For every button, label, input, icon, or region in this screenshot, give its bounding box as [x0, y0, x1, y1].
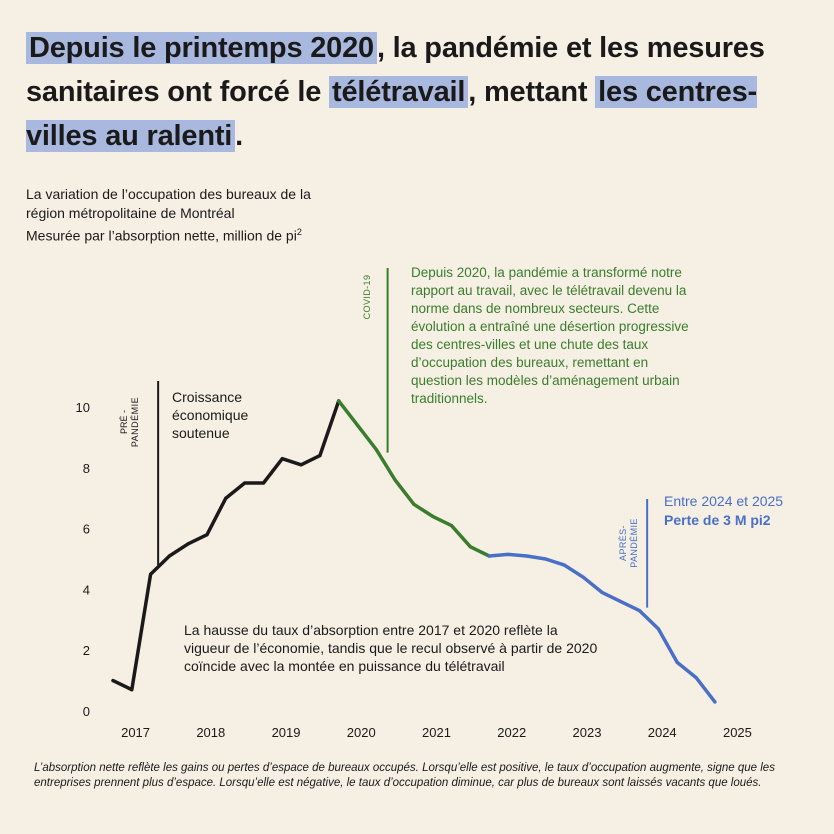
pre-marker-label-2: PANDÉMIE	[130, 397, 140, 447]
data-point	[656, 627, 661, 631]
y-tick-label: 8	[83, 461, 90, 476]
covid-text-2: rapport au travail, avec le télétravail …	[411, 283, 687, 298]
data-point	[299, 463, 303, 467]
data-point	[431, 514, 435, 519]
data-point	[130, 688, 134, 692]
data-point	[468, 545, 472, 549]
headline-highlight-2: télétravail	[329, 76, 469, 108]
headline-text-2: , la pandémie et les mesures sanitaires …	[26, 32, 765, 108]
data-point	[600, 590, 604, 595]
x-tick-label: 2020	[347, 725, 376, 740]
pre-text-1: Croissance	[172, 389, 242, 405]
x-tick-label: 2022	[497, 725, 526, 740]
covid-marker-label: COVID-19	[362, 275, 372, 320]
pre-text-2: économique	[172, 407, 248, 423]
subtitle-line-3: Mesurée par l’absorption nette, million …	[26, 223, 386, 246]
data-point	[280, 457, 284, 461]
data-point	[638, 609, 642, 613]
data-point	[243, 481, 247, 485]
data-point	[337, 399, 341, 403]
subtitle-line-2: région métropolitaine de Montréal	[26, 205, 235, 221]
data-point	[393, 478, 397, 482]
subtitle-line-1: La variation de l’occupation des bureaux…	[26, 186, 311, 202]
data-point	[186, 542, 190, 546]
x-tick-label: 2021	[422, 725, 451, 740]
data-point	[412, 502, 416, 506]
series-line-2	[336, 399, 491, 558]
covid-text-6: d’occupation des bureaux, remettant en	[411, 355, 648, 370]
x-tick-label: 2018	[196, 725, 225, 740]
data-point	[167, 554, 171, 558]
data-point	[449, 524, 454, 528]
x-tick-label: 2019	[272, 725, 301, 740]
covid-text-3: norme dans de nombreux secteurs. Cette	[411, 301, 659, 316]
y-axis-ticks: 0 2 4 6 8 10	[76, 400, 90, 719]
x-tick-label: 2023	[573, 725, 602, 740]
data-point	[487, 554, 491, 558]
data-point	[713, 700, 717, 704]
x-tick-label: 2017	[121, 725, 150, 740]
covid-text-4: évolution a entraîné une désertion progr…	[411, 319, 689, 334]
headline: Depuis le printemps 2020, la pandémie et…	[26, 26, 816, 158]
covid-text-5: des centres-villes et une chute des taux	[411, 337, 648, 352]
post-text-2: Perte de 3 M pi2	[664, 512, 771, 528]
covid-text-1: Depuis 2020, la pandémie a transformé no…	[411, 265, 682, 280]
bottom-text-3: coïncide avec la montée en puissance du …	[184, 658, 505, 674]
covid-text-7: question les modèles d’aménagement urbai…	[411, 373, 680, 388]
headline-text-6: .	[235, 120, 244, 152]
post-text-1: Entre 2024 et 2025	[664, 493, 783, 509]
bottom-text-1: La hausse du taux d’absorption entre 201…	[184, 622, 558, 638]
chart-subtitle: La variation de l’occupation des bureaux…	[26, 185, 386, 246]
y-tick-label: 10	[76, 400, 90, 415]
data-point	[111, 679, 115, 683]
post-marker-label-1: APRÈS-	[618, 525, 628, 561]
y-tick-label: 4	[83, 582, 90, 597]
y-tick-label: 2	[83, 643, 90, 658]
data-point	[619, 600, 623, 604]
covid-text-8: traditionnels.	[411, 391, 488, 406]
covid-annotation: Depuis 2020, la pandémie a transformé no…	[411, 265, 692, 406]
pre-annotation: Croissance économique soutenue	[172, 389, 252, 441]
data-point	[374, 448, 378, 452]
data-point	[581, 575, 585, 579]
data-point	[224, 496, 228, 500]
data-point	[694, 676, 698, 680]
y-tick-label: 6	[83, 522, 90, 537]
post-marker-label-2: PANDÉMIE	[629, 518, 639, 568]
data-point	[261, 481, 266, 485]
data-point	[205, 533, 209, 537]
data-point	[562, 563, 567, 567]
headline-highlight-1: Depuis le printemps 2020	[26, 32, 377, 64]
y-tick-label: 0	[83, 704, 90, 719]
bottom-text-2: vigueur de l’économie, tandis que le rec…	[184, 640, 597, 656]
x-tick-label: 2025	[723, 725, 752, 740]
data-point	[525, 554, 529, 558]
x-axis-ticks: 2017 2018 2019 2020 2021 2022 2023 2024 2025	[121, 725, 752, 740]
data-point	[506, 552, 510, 557]
x-tick-label: 2024	[648, 725, 677, 740]
data-point	[675, 660, 679, 665]
bottom-annotation: La hausse du taux d’absorption entre 201…	[184, 622, 601, 674]
data-point	[149, 572, 153, 576]
headline-text-4: , mettant	[468, 76, 596, 108]
line-chart: 0 2 4 6 8 10 2017 2018 2019 2020 2021 2022 2023 2024…	[76, 265, 784, 740]
pre-marker-label-1: PRÉ -	[119, 410, 129, 434]
footnote: L’absorption nette reflète les gains ou …	[34, 762, 775, 789]
data-point	[318, 454, 322, 458]
subtitle-line-3-text: Mesurée par l’absorption nette, million …	[26, 227, 297, 244]
data-point	[544, 557, 548, 561]
pre-text-3: soutenue	[172, 425, 230, 441]
series-lines	[111, 399, 717, 704]
data-point	[355, 423, 360, 427]
subtitle-sup: 2	[296, 227, 302, 237]
